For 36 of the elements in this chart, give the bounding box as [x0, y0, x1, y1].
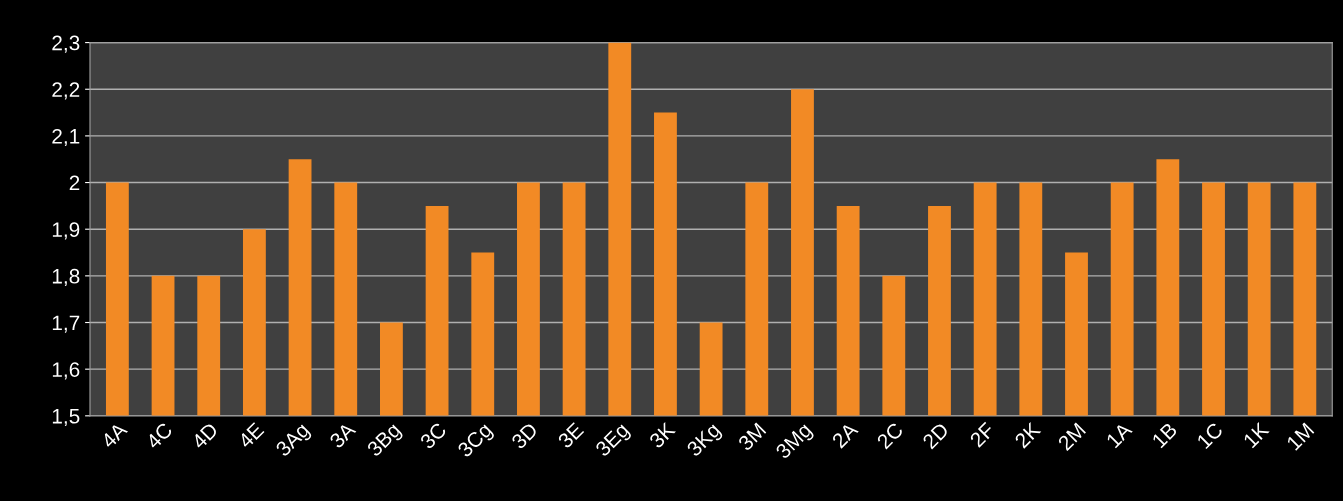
x-tick-label: 2C [876, 421, 905, 450]
x-tick-label: 4C [144, 421, 174, 450]
x-tick-label: 3Kg [685, 422, 724, 461]
y-tick-label: 2,1 [52, 128, 80, 147]
x-tick-label: 3M [737, 422, 767, 452]
y-tick-label: 1,7 [52, 315, 80, 333]
x-tick-label: 1B [1151, 422, 1178, 449]
x-tick-label: 2A [831, 421, 859, 449]
y-tick-label: 1,8 [52, 268, 80, 287]
x-tick-label: 4A [100, 421, 129, 450]
x-tick-label: 1M [1286, 422, 1315, 451]
x-tick-label: 1K [1242, 421, 1270, 449]
y-tick-label: 2,3 [52, 35, 80, 53]
x-tick-label: 3A [328, 421, 357, 449]
x-tick-label: 3C [419, 421, 448, 450]
x-tick-label: 3Eg [594, 422, 633, 461]
y-tick-label: 2 [69, 175, 80, 191]
x-tick-label: 2M [1057, 422, 1086, 452]
x-tick-label: 3K [648, 421, 677, 449]
x-tick-label: 3Cg [456, 422, 496, 461]
x-tick-label: 3Bg [366, 422, 405, 461]
y-tick-label: 1,6 [52, 362, 80, 380]
x-tick-label: 2K [1013, 421, 1042, 449]
y-tick-label: 1,5 [52, 409, 80, 427]
y-tick-label: 1,9 [52, 222, 80, 240]
x-tick-label: 1A [1105, 421, 1133, 449]
x-tick-label: 2F [969, 421, 996, 448]
x-tick-label: 3Mg [774, 422, 816, 463]
x-tick-label: 4E [237, 421, 265, 450]
x-tick-label: 2D [921, 421, 950, 450]
y-tick-label: 2,2 [52, 82, 80, 100]
x-tick-label: 1C [1196, 421, 1224, 450]
x-tick-label: 3D [510, 421, 539, 450]
x-tick-label: 4D [190, 421, 219, 450]
x-tick-label: 3E [557, 421, 585, 449]
x-tick-label: 3Ag [274, 422, 313, 461]
